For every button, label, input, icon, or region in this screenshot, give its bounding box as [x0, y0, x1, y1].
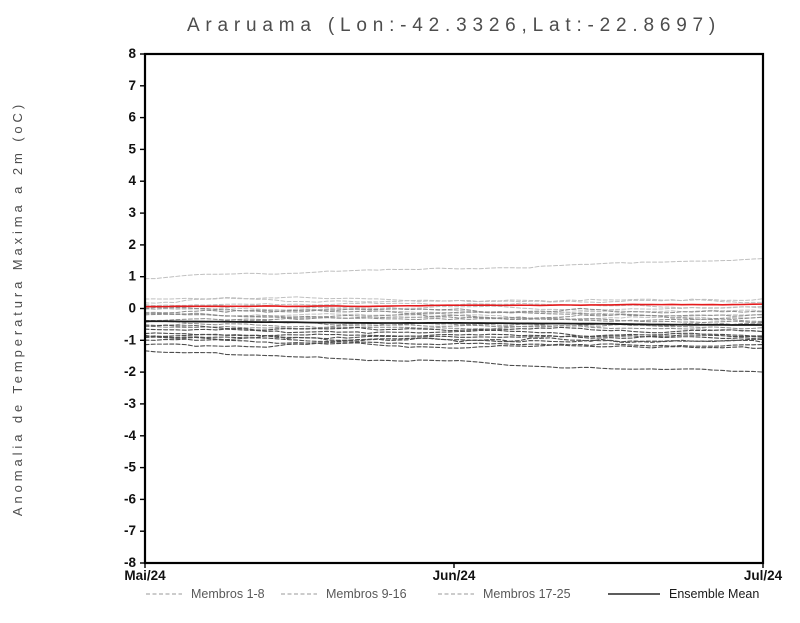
- svg-text:1: 1: [128, 269, 136, 284]
- svg-text:Jun/24: Jun/24: [433, 568, 476, 583]
- svg-text:7: 7: [128, 78, 136, 93]
- svg-text:Araruama (Lon:-42.3326,Lat:-22: Araruama (Lon:-42.3326,Lat:-22.8697): [187, 15, 721, 36]
- svg-text:-3: -3: [124, 396, 136, 411]
- svg-text:Anomalia de Temperatura Maxima: Anomalia de Temperatura Maxima a 2m (oC): [10, 101, 25, 516]
- svg-text:-5: -5: [124, 460, 136, 475]
- svg-text:8: 8: [128, 46, 136, 61]
- svg-text:Ensemble Mean: Ensemble Mean: [669, 587, 759, 601]
- svg-text:-6: -6: [124, 491, 136, 506]
- svg-text:6: 6: [128, 110, 136, 125]
- svg-text:-4: -4: [124, 428, 136, 443]
- svg-text:-7: -7: [124, 523, 136, 538]
- svg-text:Membros 1-8: Membros 1-8: [191, 587, 265, 601]
- svg-text:-2: -2: [124, 364, 136, 379]
- svg-text:-1: -1: [124, 332, 136, 347]
- svg-text:0: 0: [128, 301, 136, 316]
- svg-text:Jul/24: Jul/24: [744, 568, 783, 583]
- svg-text:Mai/24: Mai/24: [124, 568, 166, 583]
- svg-text:2: 2: [128, 237, 136, 252]
- svg-text:4: 4: [128, 173, 136, 188]
- svg-text:Membros 9-16: Membros 9-16: [326, 587, 407, 601]
- svg-text:5: 5: [128, 141, 136, 156]
- svg-text:Membros 17-25: Membros 17-25: [483, 587, 571, 601]
- svg-text:3: 3: [128, 205, 136, 220]
